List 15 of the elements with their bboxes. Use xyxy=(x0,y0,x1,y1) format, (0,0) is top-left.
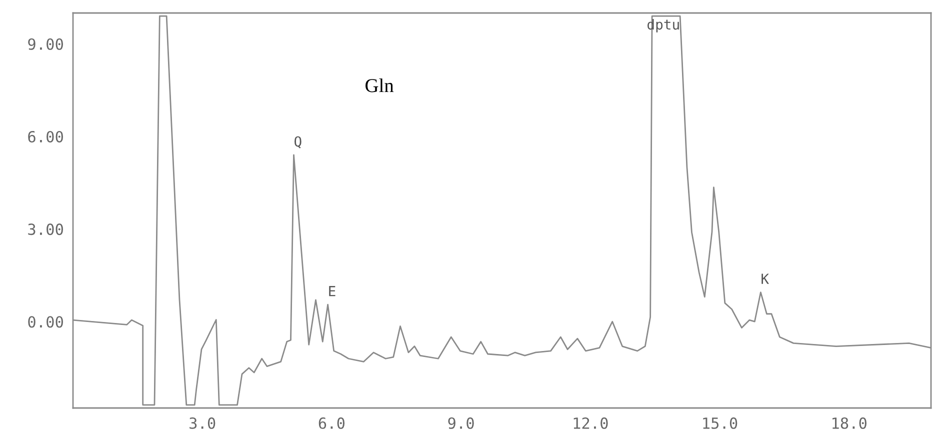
annotation: Q xyxy=(294,136,302,148)
x-tick-label: 3.0 xyxy=(190,417,216,429)
annotation: K xyxy=(762,274,769,284)
y-tick-label: 3.00 xyxy=(28,224,63,236)
y-tick-label: 0.00 xyxy=(28,316,63,328)
x-tick-label: 12.0 xyxy=(574,417,608,429)
x-tick-label: 15.0 xyxy=(703,417,738,429)
x-tick-label: 18.0 xyxy=(832,417,866,429)
x-tick-label: 9.0 xyxy=(448,417,474,429)
y-tick-label: 9.00 xyxy=(28,38,63,50)
annotation: Gln xyxy=(366,78,394,92)
line-series xyxy=(73,15,931,406)
y-tick-label: 6.00 xyxy=(28,130,63,142)
x-tick-label: 6.0 xyxy=(318,417,344,429)
annotation: E xyxy=(329,286,336,296)
